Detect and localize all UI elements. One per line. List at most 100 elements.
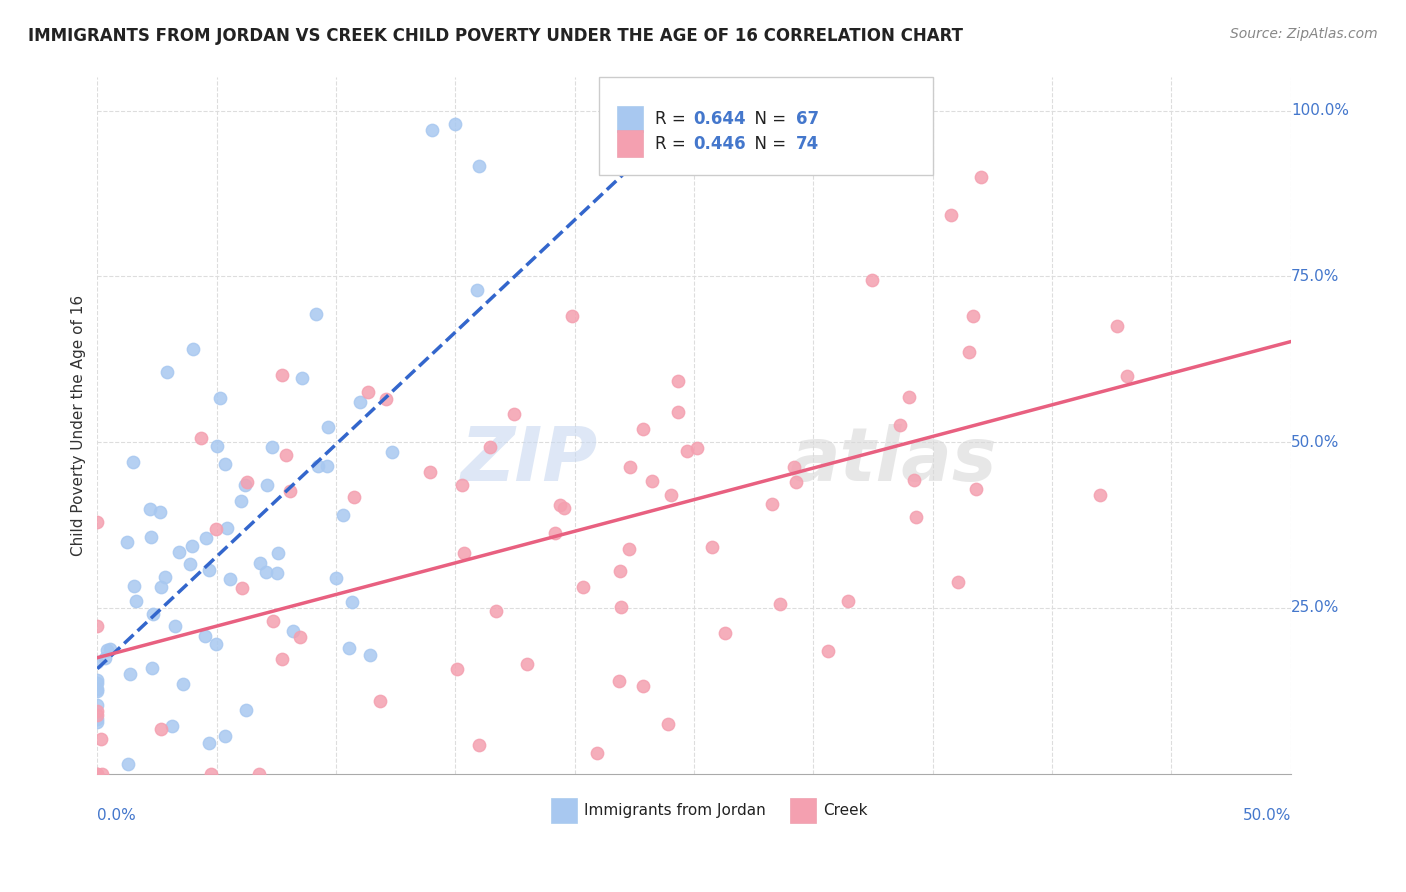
Point (837, 594, 859, 608)
Point (657, 717, 679, 731)
Point (340, 595, 363, 609)
Point (86, 655, 108, 669)
Text: R =: R = (655, 135, 690, 153)
Point (962, 309, 984, 323)
Text: Source: ZipAtlas.com: Source: ZipAtlas.com (1230, 27, 1378, 41)
Point (897, 390, 920, 404)
Point (349, 395, 371, 409)
Point (889, 417, 911, 432)
FancyBboxPatch shape (616, 106, 643, 132)
Text: 0.0%: 0.0% (97, 808, 136, 823)
Point (86, 516, 108, 530)
Point (86, 681, 108, 696)
Point (117, 534, 139, 549)
Point (860, 273, 883, 287)
Point (619, 541, 641, 556)
Text: 50.0%: 50.0% (1243, 808, 1291, 823)
Text: 0.644: 0.644 (693, 111, 745, 128)
Text: IMMIGRANTS FROM JORDAN VS CREEK CHILD POVERTY UNDER THE AGE OF 16 CORRELATION CH: IMMIGRANTS FROM JORDAN VS CREEK CHILD PO… (28, 27, 963, 45)
Point (122, 455, 145, 469)
Point (262, 614, 284, 628)
Point (965, 482, 987, 496)
Point (141, 661, 163, 675)
FancyBboxPatch shape (599, 78, 932, 175)
Point (138, 502, 160, 516)
Point (86, 698, 108, 712)
Point (86, 618, 108, 632)
Text: N =: N = (744, 135, 792, 153)
Point (86, 684, 108, 698)
Point (235, 475, 257, 489)
Point (817, 643, 839, 657)
Point (160, 719, 183, 733)
Point (969, 169, 991, 184)
Point (586, 746, 609, 760)
Text: Immigrants from Jordan: Immigrants from Jordan (583, 803, 766, 818)
FancyBboxPatch shape (616, 130, 643, 157)
Point (761, 496, 783, 510)
Point (278, 483, 301, 498)
Point (198, 564, 221, 578)
Point (478, 441, 501, 455)
Point (254, 565, 277, 579)
Point (217, 521, 239, 535)
Point (783, 459, 806, 474)
Point (233, 478, 256, 492)
Point (118, 667, 141, 681)
Point (194, 629, 217, 643)
Point (200, 766, 222, 780)
Point (544, 526, 567, 541)
Point (503, 407, 526, 421)
Point (179, 557, 201, 571)
Point (561, 309, 583, 323)
Text: 25.0%: 25.0% (1291, 600, 1339, 615)
Point (610, 599, 633, 614)
Point (332, 508, 354, 522)
Point (283, 624, 305, 638)
Point (267, 546, 290, 560)
Text: 50.0%: 50.0% (1291, 434, 1339, 450)
Point (270, 652, 292, 666)
Point (91, 766, 114, 780)
Point (117, 757, 139, 772)
Point (125, 593, 148, 607)
Point (260, 440, 283, 454)
Point (288, 630, 311, 644)
Point (453, 546, 475, 560)
Point (214, 457, 236, 471)
Point (446, 662, 468, 676)
Text: 74: 74 (796, 135, 818, 153)
Point (190, 431, 212, 445)
Point (325, 571, 347, 585)
Point (235, 703, 257, 717)
Point (124, 579, 146, 593)
Point (548, 498, 571, 512)
Point (368, 694, 391, 708)
Point (249, 556, 271, 570)
Point (172, 677, 194, 691)
Point (450, 477, 472, 491)
Point (86, 712, 108, 726)
Point (86, 707, 108, 722)
Text: 100.0%: 100.0% (1291, 103, 1348, 118)
Point (86, 714, 108, 729)
Point (149, 580, 172, 594)
Point (183, 342, 205, 356)
Point (467, 159, 489, 173)
Point (357, 384, 380, 399)
Text: 67: 67 (796, 111, 818, 128)
Point (205, 439, 228, 453)
Point (659, 488, 682, 502)
Point (676, 443, 699, 458)
Point (641, 475, 664, 489)
Point (194, 531, 217, 545)
Point (959, 344, 981, 359)
Point (256, 478, 278, 492)
Point (90, 732, 112, 747)
Point (229, 494, 252, 508)
Point (419, 466, 441, 480)
Point (86, 673, 108, 687)
Text: 75.0%: 75.0% (1291, 268, 1339, 284)
Point (86, 704, 108, 718)
Point (904, 510, 927, 524)
